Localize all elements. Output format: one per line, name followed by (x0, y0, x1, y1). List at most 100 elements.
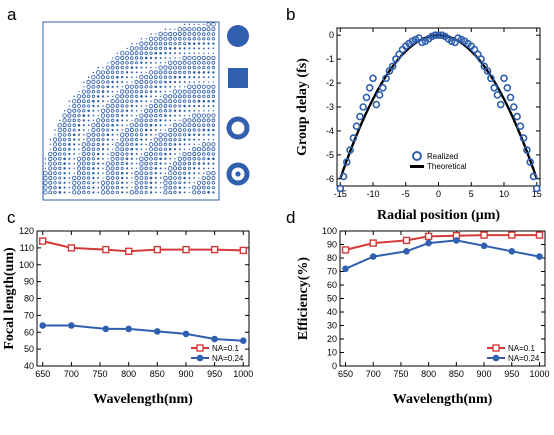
unit-cell (202, 37, 206, 41)
unit-cell (125, 157, 129, 161)
unit-cell (150, 66, 152, 69)
unit-cell (101, 128, 105, 132)
unit-cell (100, 180, 106, 186)
unit-cell (68, 105, 71, 107)
unit-cell (197, 42, 201, 45)
unit-cell (212, 81, 215, 83)
unit-cell (139, 123, 144, 127)
unit-cell (173, 47, 177, 50)
unit-cell (206, 118, 211, 123)
unit-cell (153, 75, 158, 80)
unit-cell (178, 138, 182, 142)
unit-cell (164, 28, 167, 30)
data-point (39, 237, 47, 245)
unit-cell (82, 190, 86, 195)
unit-cell (188, 138, 191, 141)
unit-cell (135, 104, 138, 108)
unit-cell (96, 142, 100, 147)
unit-cell (77, 180, 81, 185)
unit-cell (192, 128, 196, 132)
unit-cell (43, 185, 48, 190)
unit-cell (173, 104, 177, 108)
unit-cell (120, 99, 125, 104)
unit-cell (206, 94, 211, 99)
unit-cell (83, 81, 85, 83)
unit-cell (158, 36, 163, 41)
unit-cell (139, 41, 144, 46)
data-point (153, 245, 162, 254)
unit-cell (116, 52, 119, 54)
unit-cell (124, 51, 130, 56)
unit-cell (77, 128, 81, 132)
unit-cell (201, 147, 206, 152)
unit-cell (174, 158, 176, 160)
unit-cell (207, 157, 210, 161)
data-point (382, 74, 390, 83)
unit-cell (163, 190, 168, 195)
unit-cell (130, 152, 134, 156)
unit-cell (164, 62, 167, 64)
unit-cell (178, 75, 182, 79)
unit-cell (92, 114, 95, 117)
unit-cell (177, 166, 182, 171)
unit-cell (119, 50, 125, 56)
unit-cell (63, 186, 66, 189)
unit-cell (168, 142, 172, 146)
unit-cell (163, 31, 168, 37)
unit-cell (168, 137, 172, 142)
unit-cell (110, 113, 115, 118)
unit-cell (178, 80, 181, 84)
unit-cell (67, 118, 72, 123)
unit-cell (178, 143, 181, 146)
unit-cell (131, 187, 133, 189)
unit-cell (164, 85, 167, 88)
unit-cell (207, 105, 210, 107)
unit-cell (124, 132, 130, 137)
unit-cell (197, 133, 201, 136)
unit-cell (53, 190, 57, 195)
unit-cell (153, 41, 158, 46)
data-point (102, 325, 110, 333)
unit-cell (207, 110, 210, 112)
unit-cell (178, 171, 182, 175)
y-axis-label: Efficiency(%) (296, 257, 311, 341)
unit-cell (134, 171, 139, 176)
unit-cell (97, 157, 100, 160)
data-point (102, 245, 110, 254)
y-tick-label: 20 (327, 334, 337, 344)
unit-cell (168, 180, 173, 185)
unit-cell (120, 89, 125, 94)
unit-cell (115, 94, 120, 99)
y-tick-label: 0 (329, 30, 334, 40)
unit-cell (201, 142, 206, 147)
unit-cell (163, 36, 168, 41)
unit-cell (107, 153, 109, 155)
legend-label-1: NA=0.24 (508, 354, 540, 363)
data-point (519, 134, 528, 142)
unit-cell (131, 119, 133, 122)
unit-cell (197, 185, 201, 190)
unit-cell (125, 109, 129, 113)
unit-cell (201, 175, 206, 181)
unit-cell (201, 84, 206, 89)
unit-cell (82, 109, 86, 113)
unit-cell (92, 71, 95, 74)
unit-cell (115, 142, 120, 147)
unit-cell (187, 70, 191, 74)
unit-cell (173, 114, 177, 117)
unit-cell (202, 99, 206, 103)
unit-cell (177, 27, 182, 32)
unit-cell (159, 57, 162, 59)
unit-cell (188, 171, 191, 175)
unit-cell (134, 84, 139, 89)
x-tick-label: 850 (150, 369, 165, 379)
unit-cell (130, 142, 134, 146)
unit-cell (58, 166, 62, 171)
data-point (339, 172, 348, 181)
unit-cell (169, 57, 171, 59)
unit-cell (140, 95, 143, 98)
unit-cell (211, 84, 216, 89)
x-tick-label: 850 (449, 369, 464, 379)
unit-cell (72, 185, 77, 190)
legend: NA=0.1NA=0.24 (191, 344, 244, 363)
